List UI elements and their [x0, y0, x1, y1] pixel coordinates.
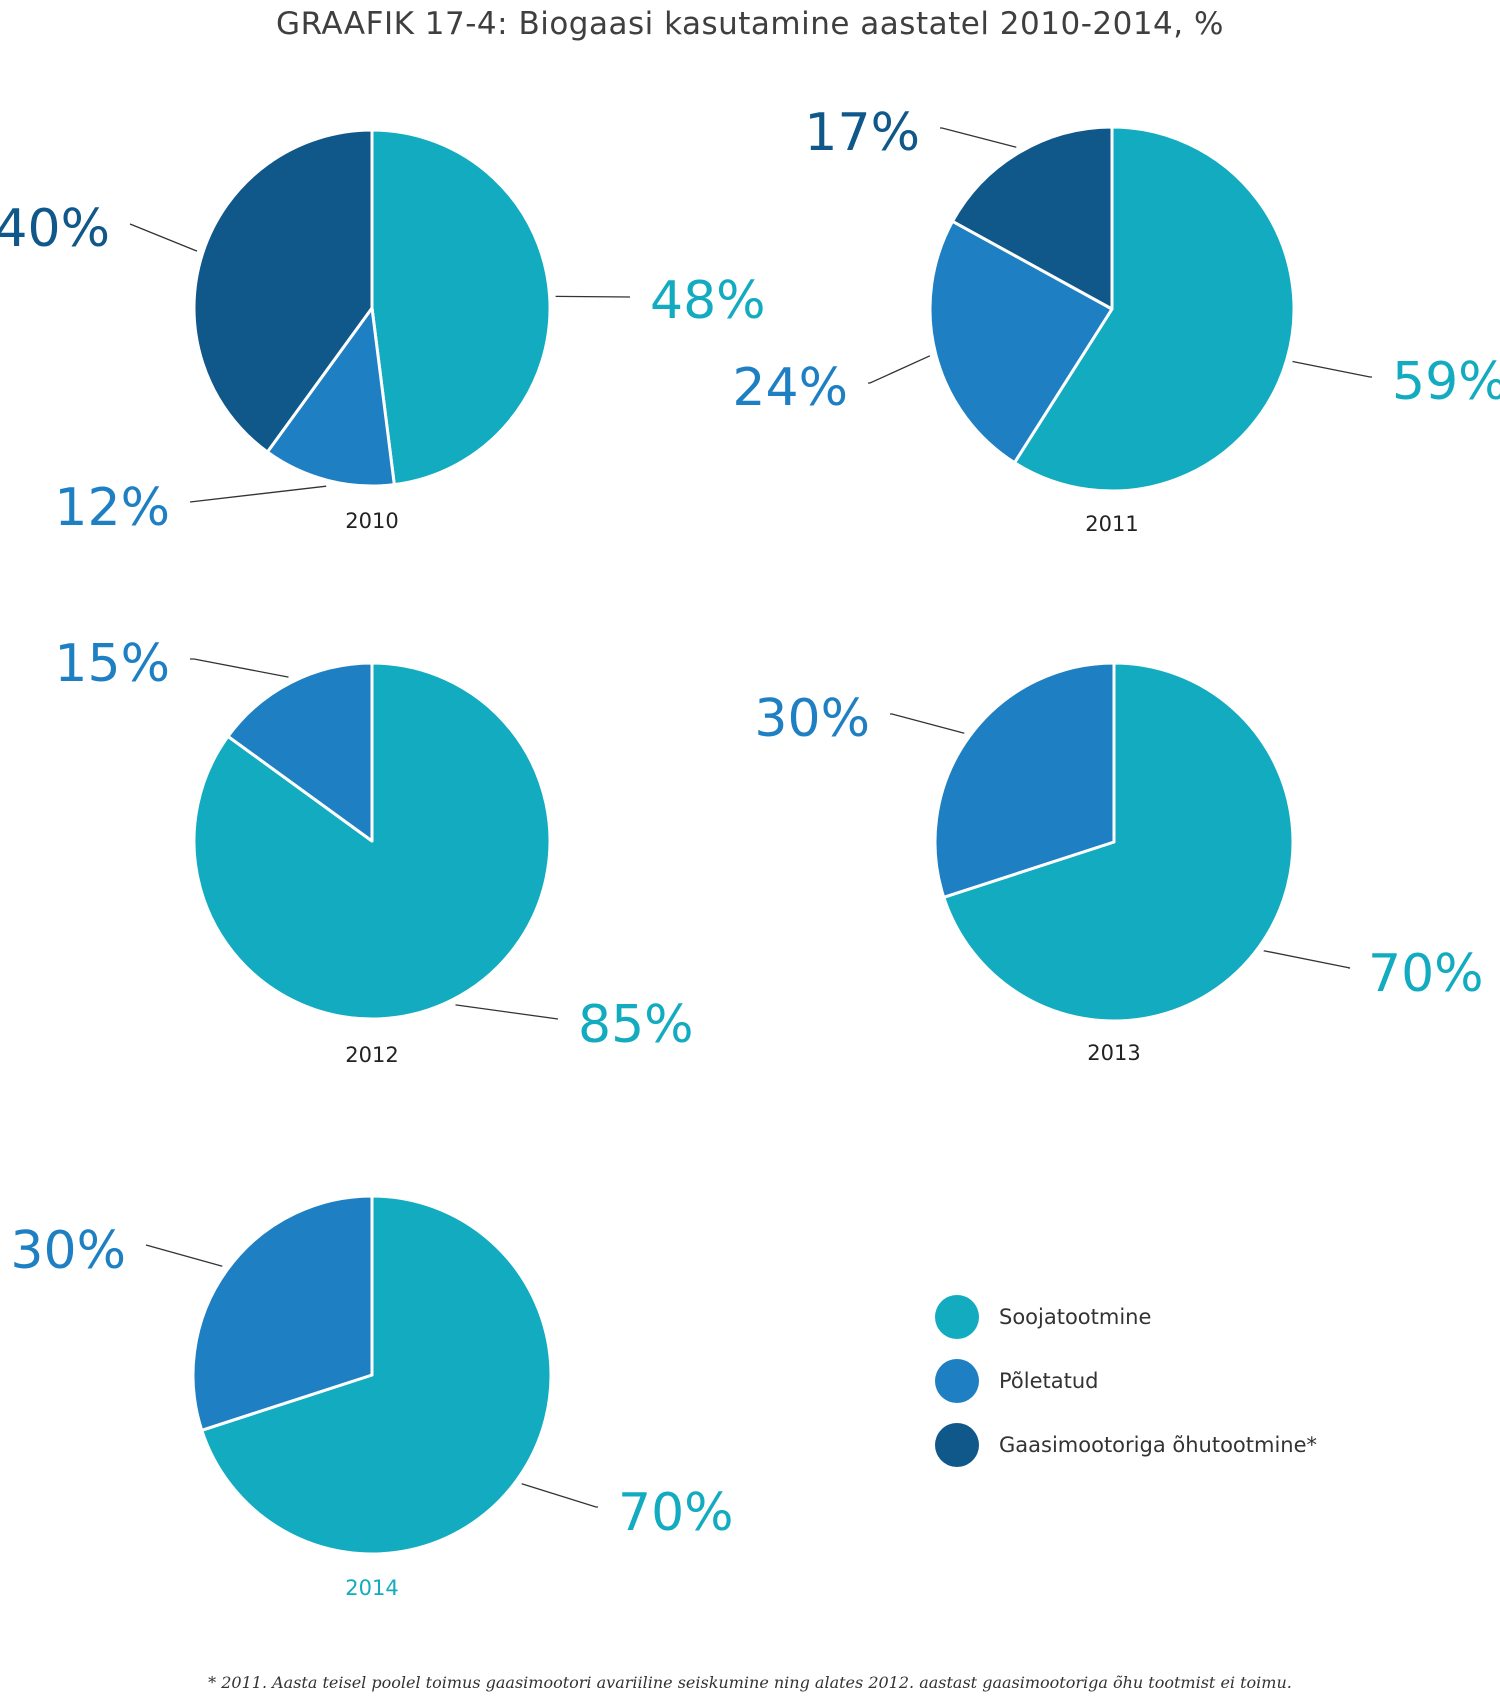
legend-item-poletatud: Põletatud: [935, 1359, 1317, 1403]
pie-year-label-2013: 2013: [1087, 1041, 1140, 1065]
data-label-2011-poletatud: 24%: [732, 358, 848, 418]
footnote: * 2011. Aasta teisel poolel toimus gaasi…: [208, 1673, 1292, 1692]
data-label-2014-soojatootmine: 70%: [618, 1483, 734, 1543]
pie-year-label-2011: 2011: [1085, 512, 1138, 536]
data-label-2014-poletatud: 30%: [10, 1221, 126, 1281]
pie-slice-2010-gaasimootoriga-ohutootmine: [192, 128, 374, 454]
legend-label-gaasimootoriga: Gaasimootoriga õhutootmine*: [999, 1433, 1318, 1457]
legend-item-soojatootmine: Soojatootmine: [935, 1295, 1317, 1339]
leader-line-2011-poletatud: [868, 355, 931, 384]
pie-year-label-2014: 2014: [345, 1576, 398, 1600]
legend: Soojatootmine Põletatud Gaasimootoriga õ…: [935, 1295, 1317, 1487]
pie-chart-2010: 48% 12% 40% 2010: [0, 128, 766, 538]
pie-slice-2011-poletatud: [928, 219, 1114, 465]
pie-slice-2012-soojatootmine: [192, 661, 552, 1021]
pie-year-label-2012: 2012: [345, 1043, 398, 1067]
pie-slice-2014-poletatud: [191, 1194, 374, 1432]
data-label-2013-poletatud: 30%: [754, 689, 870, 749]
data-label-2011-soojatootmine: 59%: [1392, 352, 1500, 412]
leader-line-2010-gaasimootoriga-ohutootmine: [129, 223, 198, 252]
data-label-2013-soojatootmine: 70%: [1368, 944, 1484, 1004]
legend-label-poletatud: Põletatud: [999, 1369, 1099, 1393]
leader-line-2011-gaasimootoriga-ohutootmine: [940, 127, 1017, 148]
leader-line-2010-poletatud: [189, 485, 327, 503]
legend-label-soojatootmine: Soojatootmine: [999, 1305, 1152, 1329]
pie-slice-2012-poletatud: [226, 661, 374, 843]
pie-slice-2011-gaasimootoriga-ohutootmine: [951, 125, 1114, 311]
pie-chart-2014: 70% 30% 2014: [10, 1194, 734, 1600]
pie-chart-2011: 59% 24% 17% 2011: [732, 103, 1500, 536]
leader-line-2013-soojatootmine: [1263, 950, 1351, 969]
pie-chart-2013: 70% 30% 2013: [754, 661, 1484, 1065]
pie-slice-2011-soojatootmine: [1012, 125, 1296, 493]
leader-line-2014-soojatootmine: [521, 1483, 598, 1508]
pie-chart-2012: 85% 15% 2012: [54, 634, 693, 1067]
pie-slice-2010-soojatootmine: [370, 128, 552, 487]
leader-line-2014-poletatud: [145, 1244, 223, 1267]
legend-item-gaasimootoriga: Gaasimootoriga õhutootmine*: [935, 1423, 1317, 1467]
data-label-2010-gaasimootoriga-ohutootmine: 40%: [0, 199, 110, 259]
legend-swatch-soojatootmine: [935, 1295, 979, 1339]
leader-line-2012-soojatootmine: [455, 1004, 559, 1020]
legend-swatch-gaasimootoriga: [935, 1423, 979, 1467]
data-label-2012-soojatootmine: 85%: [578, 995, 694, 1055]
pie-slice-2014-soojatootmine: [200, 1194, 553, 1556]
leader-line-2011-soojatootmine: [1292, 360, 1372, 378]
leader-line-2013-poletatud: [890, 713, 965, 734]
data-label-2010-soojatootmine: 48%: [650, 271, 766, 331]
data-label-2011-gaasimootoriga-ohutootmine: 17%: [804, 103, 920, 163]
leader-line-2012-poletatud: [190, 658, 289, 678]
pie-year-label-2010: 2010: [345, 509, 398, 533]
data-label-2012-poletatud: 15%: [54, 634, 170, 694]
pie-slice-2013-poletatud: [933, 661, 1116, 899]
legend-swatch-poletatud: [935, 1359, 979, 1403]
data-label-2010-poletatud: 12%: [54, 478, 170, 538]
chart-title: GRAAFIK 17-4: Biogaasi kasutamine aastat…: [276, 6, 1224, 42]
leader-line-2010-soojatootmine: [555, 295, 631, 298]
pie-slice-2010-poletatud: [265, 306, 396, 488]
pie-slice-2013-soojatootmine: [942, 661, 1295, 1023]
